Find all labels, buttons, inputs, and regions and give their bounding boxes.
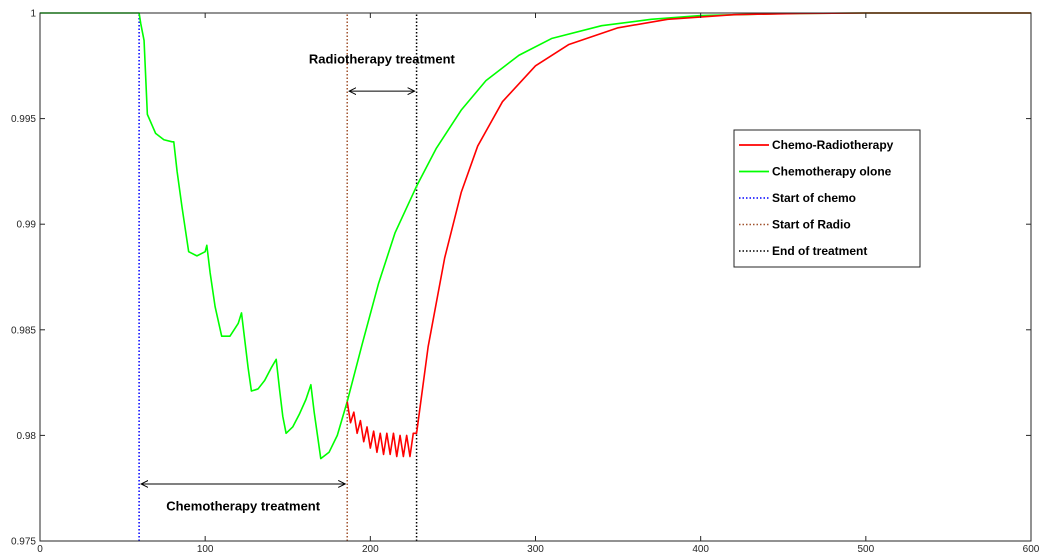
- annotation-label-chemotherapy-treatment: Chemotherapy treatment: [166, 498, 321, 513]
- x-tick-label: 600: [1023, 544, 1040, 555]
- y-tick-label: 0.995: [11, 114, 36, 125]
- legend-label-start-of-chemo: Start of chemo: [772, 191, 856, 205]
- series-line-chemo-radiotherapy: [346, 12, 1031, 458]
- x-tick-label: 400: [692, 544, 709, 555]
- legend-label-chemo-radiotherapy: Chemo-Radiotherapy: [772, 138, 894, 152]
- series-line-chemotherapy-olone: [40, 12, 1031, 460]
- legend-label-chemotherapy-olone: Chemotherapy olone: [772, 165, 892, 179]
- y-tick-label: 0.975: [11, 537, 36, 548]
- legend-label-start-of-radio: Start of Radio: [772, 218, 851, 232]
- x-tick-label: 100: [197, 544, 214, 555]
- annotation-layer: Radiotherapy treatment Chemotherapy treat…: [141, 52, 456, 513]
- x-tick-label: 0: [37, 544, 43, 555]
- y-tick-label: 0.99: [17, 220, 37, 231]
- legend: Chemo-Radiotherapy Chemotherapy olone Star…: [733, 129, 921, 268]
- y-tick-label: 0.985: [11, 325, 36, 336]
- plot-area: [40, 13, 1031, 541]
- legend-label-end-of-treatment: End of treatment: [772, 244, 867, 258]
- x-tick-label: 200: [362, 544, 379, 555]
- legend-box: [733, 129, 921, 268]
- x-tick-label: 500: [857, 544, 874, 555]
- annotation-label-radiotherapy-treatment: Radiotherapy treatment: [309, 52, 456, 67]
- y-tick-label: 0.98: [17, 431, 37, 442]
- x-tick-label: 300: [527, 544, 544, 555]
- series-layer: [40, 12, 1031, 541]
- axis-layer: 0 100 200 300 400 500 600 0.975 0.98 0.985 0.99 0.9…: [11, 9, 1040, 555]
- y-tick-label: 1: [30, 9, 36, 20]
